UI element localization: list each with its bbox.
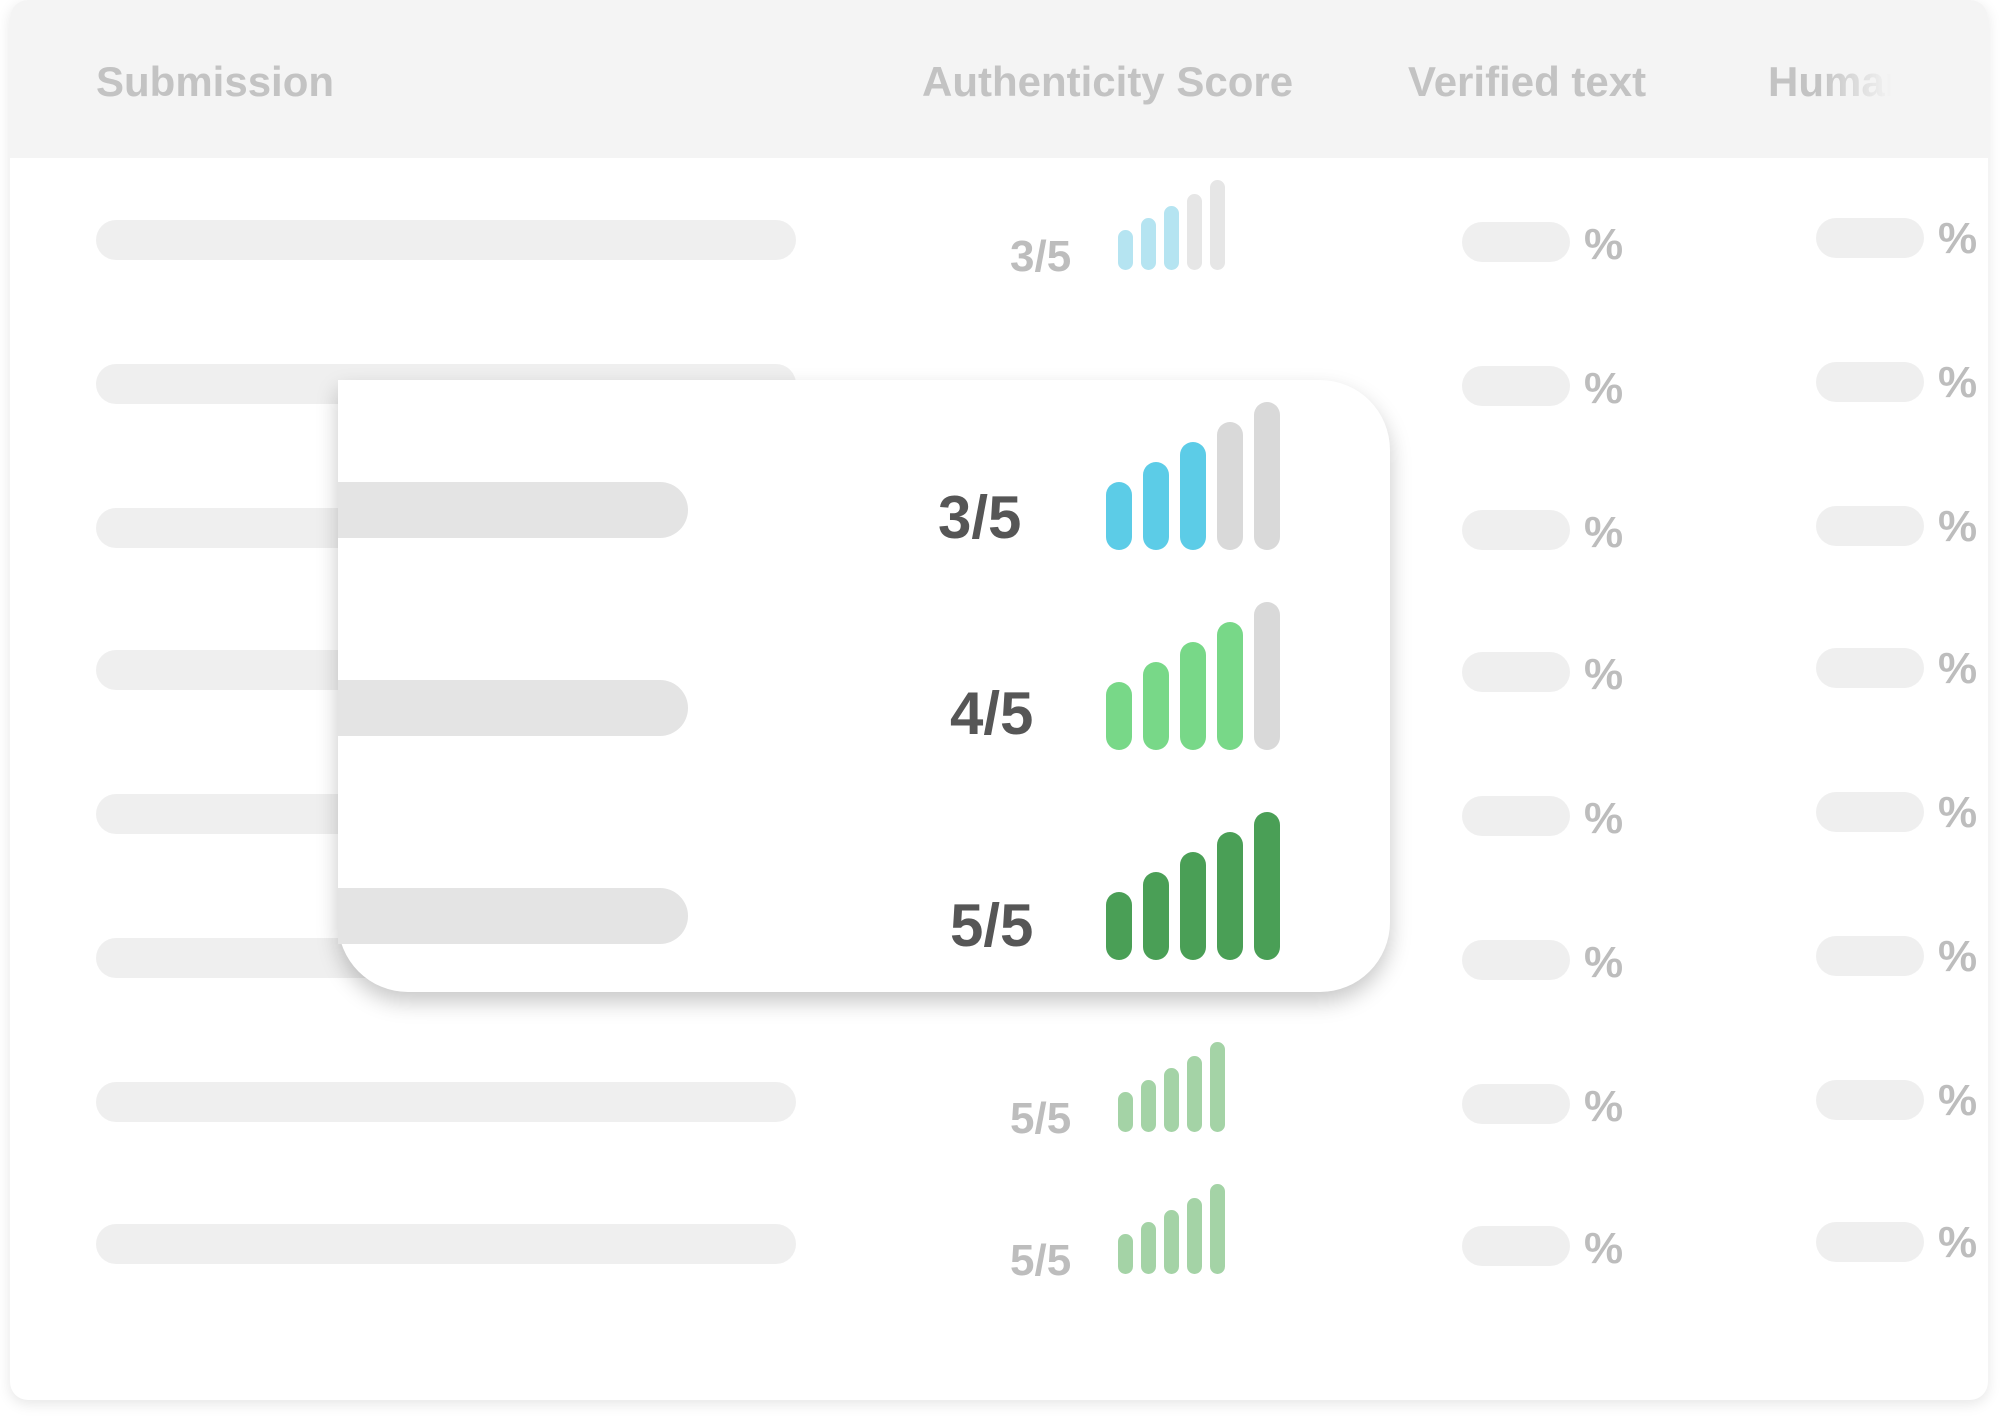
human-placeholder [1816,936,1924,976]
table-header: Submission Authenticity Score Verified t… [10,0,1988,158]
submission-placeholder [338,888,688,944]
human-percent: % [1938,788,1978,837]
human-percent: % [1938,502,1978,551]
signal-bar [1164,1210,1179,1274]
human-percent: % [1938,1218,1978,1267]
verified-text-placeholder [1462,652,1570,692]
human-placeholder [1816,1222,1924,1262]
submission-placeholder [96,1082,796,1122]
signal-bar [1187,194,1202,270]
signal-bar [1143,872,1169,960]
signal-bar [1164,1068,1179,1132]
human-percent: % [1938,644,1978,693]
signal-bar [1118,1234,1133,1274]
signal-bar [1118,1092,1133,1132]
human-percent: % [1938,214,1978,263]
score-legend-item: 5/5 [338,790,1390,980]
verified-text-percent: % [1584,220,1624,269]
verified-text-placeholder [1462,222,1570,262]
human-percent: % [1938,358,1978,407]
authenticity-score-value: 4/5 [950,680,1034,747]
column-header-verified-text[interactable]: Verified text [1408,58,1647,105]
verified-text-percent: % [1584,794,1624,843]
authenticity-score-value: 3/5 [1010,232,1072,281]
verified-text-percent: % [1584,364,1624,413]
column-header-authenticity-score[interactable]: Authenticity Score [922,58,1294,105]
human-placeholder [1816,648,1924,688]
signal-bars-icon [1106,810,1286,960]
verified-text-placeholder [1462,1226,1570,1266]
authenticity-score-zoom-card: 3/5 4/5 5/5 [338,380,1390,992]
signal-bars-icon [1106,600,1286,750]
signal-bar [1106,682,1132,750]
table-row[interactable]: 3/5%% [10,180,1988,320]
signal-bar [1143,462,1169,550]
score-legend-item: 4/5 [338,580,1390,770]
verified-text-percent: % [1584,938,1624,987]
signal-bar [1217,832,1243,960]
signal-bar [1187,1056,1202,1132]
submission-placeholder [338,680,688,736]
signal-bar [1187,1198,1202,1274]
signal-bar [1141,218,1156,270]
human-placeholder [1816,362,1924,402]
verified-text-percent: % [1584,1082,1624,1131]
signal-bar [1180,852,1206,960]
signal-bar [1164,206,1179,270]
verified-text-placeholder [1462,940,1570,980]
verified-text-placeholder [1462,1084,1570,1124]
column-header-submission[interactable]: Submission [96,58,335,105]
authenticity-score-value: 5/5 [950,892,1034,959]
human-percent: % [1938,1076,1978,1125]
signal-bar [1210,1042,1225,1132]
table-row[interactable]: 5/5%% [10,1042,1988,1182]
human-placeholder [1816,506,1924,546]
authenticity-score-value: 3/5 [938,484,1022,551]
signal-bars-icon [1118,1042,1238,1132]
signal-bar [1141,1080,1156,1132]
signal-bar [1254,602,1280,750]
signal-bar [1106,482,1132,550]
signal-bar [1180,642,1206,750]
authenticity-score-value: 5/5 [1010,1236,1072,1285]
signal-bar [1210,180,1225,270]
verified-text-placeholder [1462,366,1570,406]
signal-bar [1106,892,1132,960]
submission-placeholder [96,1224,796,1264]
table-row[interactable]: 5/5%% [10,1184,1988,1324]
submission-placeholder [338,482,688,538]
signal-bars-icon [1106,400,1286,550]
verified-text-placeholder [1462,796,1570,836]
score-legend-item: 3/5 [338,380,1390,570]
signal-bar [1254,402,1280,550]
signal-bars-icon [1118,180,1238,270]
verified-text-percent: % [1584,1224,1624,1273]
human-placeholder [1816,218,1924,258]
signal-bar [1143,662,1169,750]
column-header-human[interactable]: Human [1768,58,1898,105]
verified-text-percent: % [1584,508,1624,557]
signal-bars-icon [1118,1184,1238,1274]
signal-bar [1254,812,1280,960]
signal-bar [1141,1222,1156,1274]
human-placeholder [1816,792,1924,832]
authenticity-score-value: 5/5 [1010,1094,1072,1143]
submissions-table: Submission Authenticity Score Verified t… [10,0,1988,1400]
verified-text-placeholder [1462,510,1570,550]
human-percent: % [1938,932,1978,981]
signal-bar [1217,622,1243,750]
verified-text-percent: % [1584,650,1624,699]
signal-bar [1180,442,1206,550]
submission-placeholder [96,220,796,260]
signal-bar [1217,422,1243,550]
signal-bar [1210,1184,1225,1274]
signal-bar [1118,230,1133,270]
human-placeholder [1816,1080,1924,1120]
